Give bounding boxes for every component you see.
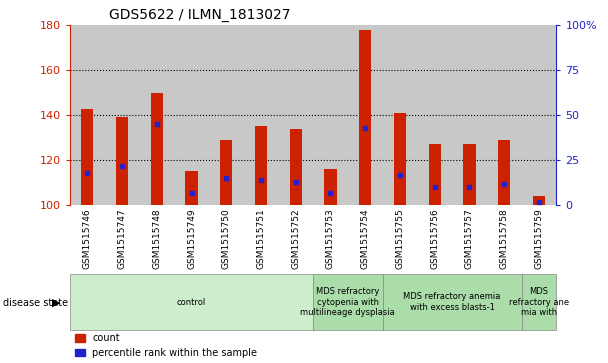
Bar — [174, 25, 209, 205]
Bar — [382, 25, 417, 205]
Bar — [313, 274, 382, 330]
Bar — [522, 274, 556, 330]
Bar — [487, 25, 522, 205]
Bar — [220, 140, 232, 205]
Bar — [522, 25, 556, 205]
Text: GSM1515746: GSM1515746 — [83, 208, 92, 269]
Bar — [81, 109, 94, 205]
Text: MDS refractory anemia
with excess blasts-1: MDS refractory anemia with excess blasts… — [403, 293, 501, 312]
Bar — [105, 25, 139, 205]
Bar — [278, 25, 313, 205]
Bar — [463, 144, 475, 205]
Text: disease state: disease state — [3, 298, 68, 308]
Text: GSM1515751: GSM1515751 — [257, 208, 266, 269]
Bar — [348, 25, 382, 205]
Bar — [394, 113, 406, 205]
Text: GSM1515750: GSM1515750 — [222, 208, 231, 269]
Text: MDS refractory
cytopenia with
multilineage dysplasia: MDS refractory cytopenia with multilinea… — [300, 287, 395, 317]
Text: control: control — [177, 298, 206, 307]
Bar — [533, 196, 545, 205]
Bar — [382, 274, 522, 330]
Bar — [116, 118, 128, 205]
Text: GSM1515754: GSM1515754 — [361, 208, 370, 269]
Text: GSM1515757: GSM1515757 — [465, 208, 474, 269]
Bar — [70, 25, 105, 205]
Bar — [70, 274, 313, 330]
Bar — [359, 30, 371, 205]
Bar — [244, 25, 278, 205]
Text: GSM1515749: GSM1515749 — [187, 208, 196, 269]
Bar — [313, 25, 348, 205]
Bar — [417, 25, 452, 205]
Text: GSM1515758: GSM1515758 — [500, 208, 509, 269]
Bar — [185, 171, 198, 205]
Bar — [255, 126, 267, 205]
Text: ▶: ▶ — [52, 298, 61, 308]
Text: GSM1515756: GSM1515756 — [430, 208, 439, 269]
Text: GSM1515748: GSM1515748 — [152, 208, 161, 269]
Legend: count, percentile rank within the sample: count, percentile rank within the sample — [75, 333, 257, 358]
Text: GSM1515759: GSM1515759 — [534, 208, 544, 269]
Bar — [209, 25, 244, 205]
Text: GDS5622 / ILMN_1813027: GDS5622 / ILMN_1813027 — [109, 8, 291, 22]
Bar — [429, 144, 441, 205]
Text: MDS
refractory ane
mia with: MDS refractory ane mia with — [509, 287, 569, 317]
Bar — [325, 169, 337, 205]
Bar — [139, 25, 174, 205]
Text: GSM1515755: GSM1515755 — [395, 208, 404, 269]
Text: GSM1515753: GSM1515753 — [326, 208, 335, 269]
Bar — [289, 129, 302, 205]
Bar — [151, 93, 163, 205]
Bar — [452, 25, 487, 205]
Text: GSM1515752: GSM1515752 — [291, 208, 300, 269]
Bar — [498, 140, 510, 205]
Text: GSM1515747: GSM1515747 — [117, 208, 126, 269]
